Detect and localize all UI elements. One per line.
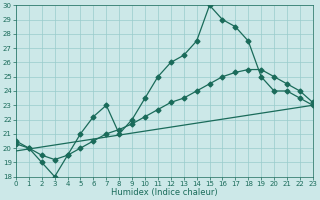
- X-axis label: Humidex (Indice chaleur): Humidex (Indice chaleur): [111, 188, 218, 197]
